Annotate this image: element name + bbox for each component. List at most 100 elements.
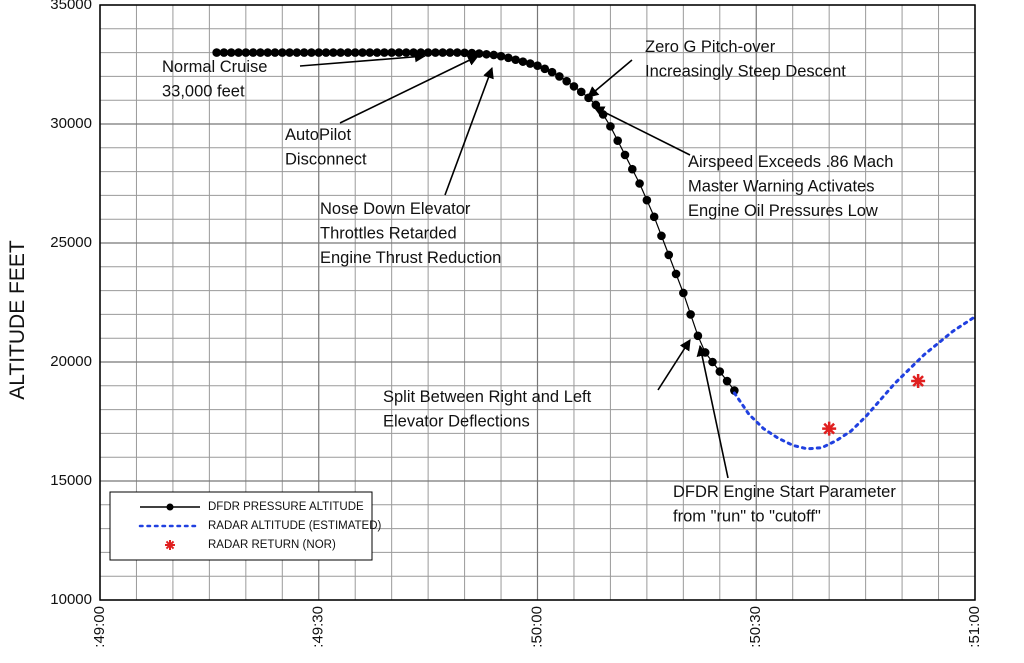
legend-box	[109, 491, 373, 561]
dfdr-point	[431, 48, 440, 57]
annotation-text: Nose Down Elevator	[320, 200, 471, 218]
annotation-text: Normal Cruise	[162, 58, 267, 76]
dfdr-point	[613, 136, 623, 145]
dfdr-point	[679, 288, 688, 298]
x-tick-label: :49:00	[91, 606, 108, 648]
annotation-text: 33,000 feet	[162, 83, 245, 101]
dfdr-point	[664, 250, 674, 260]
dfdr-point	[496, 51, 506, 61]
arrow	[587, 59, 633, 98]
ticks: :49:00:49:30:50:00:50:30:51:00 10000 15000…	[50, 0, 983, 648]
dfdr-point	[569, 82, 579, 91]
annotation-text: AutoPilot	[285, 126, 351, 144]
annotation-text: Master Warning Activates	[688, 178, 874, 196]
dfdr-point	[671, 269, 681, 279]
legend-swatch	[165, 540, 175, 550]
dfdr-point	[635, 179, 644, 188]
dfdr-point	[708, 357, 717, 367]
dfdr-point	[649, 212, 659, 222]
annotation-text: Throttles Retarded	[320, 225, 457, 243]
dfdr-point	[387, 48, 396, 57]
dfdr-point	[329, 48, 338, 57]
dfdr-point	[299, 48, 309, 57]
legend-label: DFDR PRESSURE ALTITUDE	[208, 501, 364, 513]
dfdr-point	[540, 64, 550, 74]
dfdr-point	[270, 48, 280, 57]
annotation-text: DFDR Engine Start Parameter	[673, 483, 896, 501]
dfdr-point	[212, 48, 221, 57]
dfdr-point	[445, 48, 455, 57]
y-tick-label: 25000	[50, 234, 92, 251]
arrow	[592, 106, 691, 156]
dfdr-point	[562, 76, 571, 86]
dfdr-point	[372, 48, 382, 57]
dfdr-point	[394, 48, 404, 57]
dfdr-point	[234, 48, 243, 57]
dfdr-point	[401, 48, 411, 57]
dfdr-point	[547, 67, 557, 77]
dfdr-point	[460, 48, 469, 58]
annotation-arrows	[299, 51, 729, 479]
annotation-text: Engine Thrust Reduction	[320, 249, 501, 267]
annotation-text: from "run" to "cutoff"	[673, 508, 821, 526]
dfdr-point	[241, 48, 251, 57]
dfdr-point	[555, 72, 564, 81]
radar-return	[911, 374, 926, 389]
dfdr-point	[285, 48, 294, 57]
legend-label: RADAR RETURN (NOR)	[208, 539, 336, 551]
dfdr-point	[467, 48, 477, 58]
dfdr-point	[277, 48, 287, 57]
dfdr-point	[518, 57, 528, 66]
annotation-text: Split Between Right and Left	[383, 388, 592, 406]
arrow	[444, 66, 494, 196]
dfdr-point	[504, 53, 513, 63]
annotations: Normal Cruise 33,000 feet AutoPilot Disconn…	[162, 38, 896, 526]
radar-line	[732, 315, 977, 451]
y-tick-label: 35000	[50, 0, 92, 13]
dfdr-point	[606, 122, 615, 131]
dfdr-point	[686, 310, 695, 319]
dfdr-point	[336, 48, 345, 57]
y-tick-label: 15000	[50, 472, 92, 489]
dfdr-point	[307, 48, 316, 57]
x-tick-label: :49:30	[310, 606, 327, 648]
y-tick-label: 20000	[50, 353, 92, 370]
dfdr-point	[365, 48, 375, 57]
arrow	[657, 339, 691, 391]
dfdr-point	[525, 59, 535, 68]
dfdr-point	[321, 48, 331, 57]
x-tick-label: :51:00	[966, 606, 983, 648]
dfdr-point	[693, 331, 703, 341]
dfdr-point	[730, 386, 739, 395]
annotation-text: Elevator Deflections	[383, 413, 530, 431]
dfdr-point	[576, 87, 586, 97]
dfdr-point	[533, 61, 542, 70]
dfdr-point	[263, 48, 273, 57]
dfdr-point	[482, 49, 491, 59]
dfdr-point	[657, 231, 666, 241]
arrow	[339, 55, 480, 124]
dfdr-point	[627, 164, 637, 174]
plot-frame	[99, 4, 976, 601]
dfdr-point	[620, 150, 630, 160]
radar-return	[822, 421, 837, 436]
dfdr-point	[452, 48, 462, 57]
x-tick-label: :50:30	[747, 606, 764, 648]
annotation-text: Airspeed Exceeds .86 Mach	[688, 153, 893, 171]
dfdr-point	[511, 55, 520, 65]
dfdr-point	[350, 48, 360, 57]
y-axis-label: ALTITUDE FEET	[6, 240, 29, 400]
dfdr-point	[248, 48, 258, 57]
annotation-text: Disconnect	[285, 151, 367, 169]
dfdr-point	[380, 48, 389, 57]
arrow	[696, 344, 729, 479]
legend-swatch	[166, 503, 174, 511]
arrow	[299, 51, 427, 67]
dfdr-point	[256, 48, 265, 57]
dfdr-point	[343, 48, 353, 57]
legend-label: RADAR ALTITUDE (ESTIMATED)	[208, 520, 382, 532]
dfdr-point	[642, 195, 652, 205]
x-tick-label: :50:00	[528, 606, 545, 648]
dfdr-point	[226, 48, 236, 57]
dfdr-point	[722, 376, 732, 386]
